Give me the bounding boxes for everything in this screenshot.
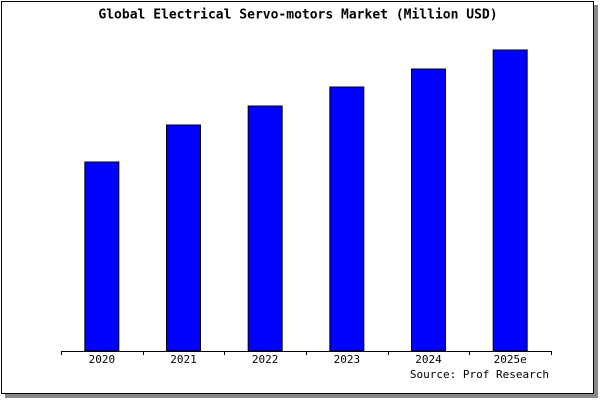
source-note: Source: Prof Research	[410, 368, 549, 381]
x-tick-label: 2020	[89, 353, 116, 366]
x-tick-label: 2022	[252, 353, 279, 366]
bar	[411, 68, 446, 352]
bar	[84, 161, 120, 352]
x-tick-label: 2021	[170, 353, 197, 366]
bar	[492, 49, 528, 352]
bar	[166, 124, 201, 352]
x-tick-label: 2024	[415, 353, 442, 366]
x-tick-label: 2023	[334, 353, 361, 366]
x-tick-label: 2025e	[494, 353, 527, 366]
bar	[247, 105, 283, 352]
bar	[329, 86, 365, 352]
chart-title: Global Electrical Servo-motors Market (M…	[98, 8, 497, 23]
